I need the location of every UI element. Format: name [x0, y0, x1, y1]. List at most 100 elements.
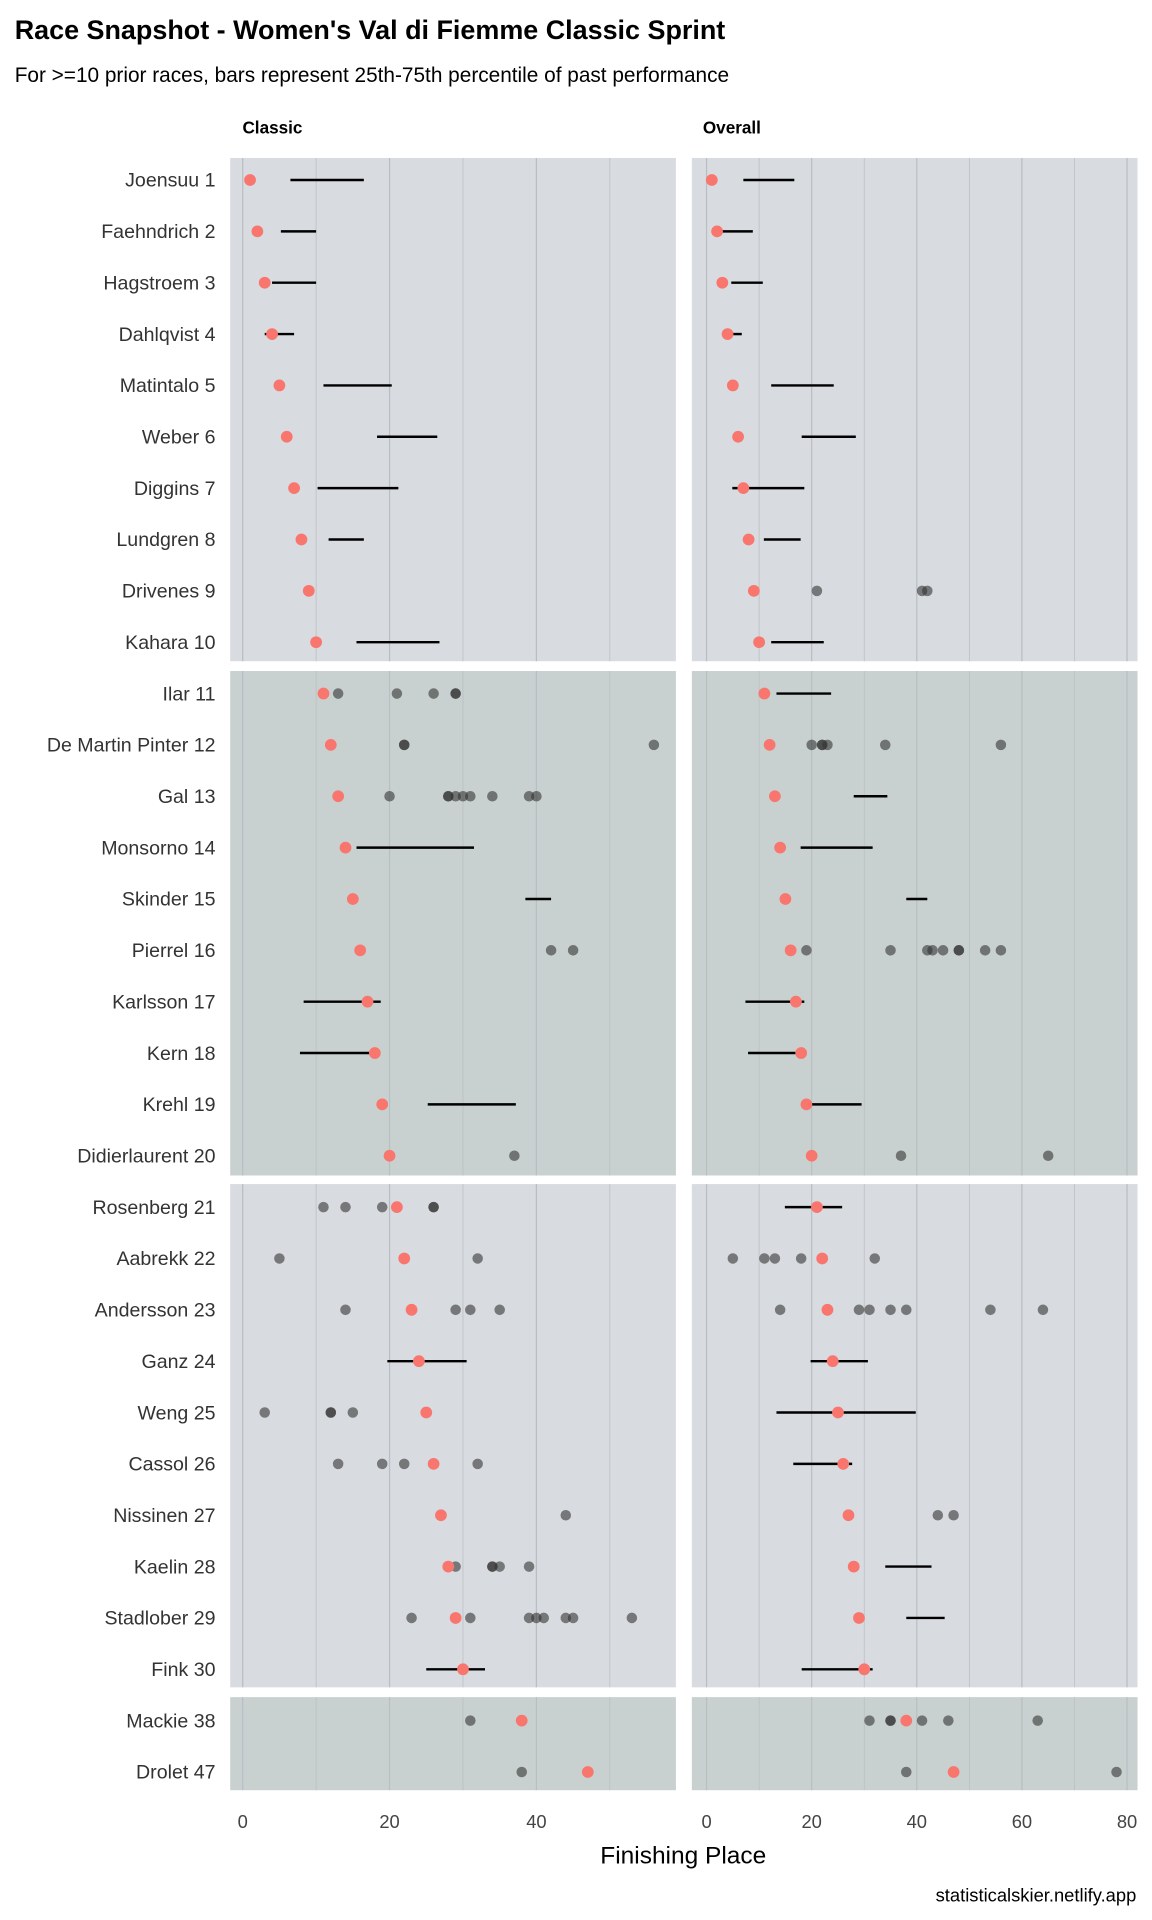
current-place-point [515, 1714, 528, 1727]
current-place-point [790, 995, 802, 1008]
past-result-point [795, 1253, 807, 1264]
past-result-point [531, 790, 542, 802]
past-result-point [494, 1304, 505, 1316]
past-result-point [937, 945, 949, 956]
past-result-point [932, 1509, 944, 1521]
past-result-point [509, 1150, 520, 1162]
past-result-point [398, 739, 410, 751]
panel-background-classic [230, 671, 676, 1176]
current-place-point [310, 636, 322, 649]
past-result-point [465, 790, 476, 802]
athlete-label: Nissinen 27 [113, 1505, 215, 1527]
past-result-point [922, 585, 933, 597]
athlete-label: Ilar 11 [163, 683, 216, 705]
current-place-point [842, 1509, 855, 1522]
past-result-point [450, 688, 461, 699]
past-result-point [769, 1253, 781, 1264]
current-place-point [244, 174, 256, 186]
past-result-point [901, 1766, 912, 1778]
past-result-point [927, 945, 938, 956]
current-place-point [742, 533, 755, 546]
past-result-point [545, 945, 557, 956]
past-result-point [995, 945, 1007, 956]
past-result-point [465, 1612, 476, 1624]
panel-background-overall [691, 157, 1138, 662]
athlete-label: Gal 13 [158, 786, 216, 808]
x-tick-label-overall: 40 [907, 1811, 927, 1832]
past-result-point [472, 1253, 483, 1264]
current-place-point [774, 841, 787, 854]
past-result-point [487, 790, 498, 802]
athlete-label: Diggins 7 [134, 478, 216, 500]
current-place-point [413, 1355, 425, 1368]
current-place-point [581, 1766, 594, 1778]
past-result-point [885, 1304, 896, 1316]
past-result-point [340, 1201, 351, 1213]
past-result-point [465, 1304, 476, 1316]
past-result-point [1037, 1304, 1049, 1316]
current-place-point [442, 1560, 455, 1573]
current-place-point [449, 1612, 462, 1624]
athlete-label: Weng 25 [137, 1402, 215, 1424]
current-place-point [826, 1355, 839, 1368]
athlete-label: Cassol 26 [128, 1454, 215, 1476]
x-tick-label-overall: 60 [1012, 1811, 1032, 1832]
chart-subtitle: For >=10 prior races, bars represent 25t… [15, 64, 729, 87]
past-result-point [318, 1201, 329, 1213]
x-tick-label-classic: 40 [526, 1811, 546, 1832]
past-result-point [895, 1150, 907, 1162]
past-result-point [822, 739, 833, 751]
past-result-point [523, 790, 535, 802]
current-place-point [435, 1509, 447, 1522]
current-place-point [383, 1149, 396, 1162]
past-result-point [398, 1458, 410, 1470]
current-place-point [427, 1458, 440, 1470]
current-place-point [947, 1766, 960, 1778]
past-result-point [443, 790, 454, 802]
current-place-point [295, 533, 308, 546]
chart-title: Race Snapshot - Women's Val di Fiemme Cl… [15, 15, 726, 45]
current-place-point [758, 687, 771, 700]
athlete-label: Drivenes 9 [122, 581, 216, 603]
athlete-label: Mackie 38 [126, 1710, 215, 1732]
past-result-point [391, 688, 403, 699]
past-result-point [325, 1407, 337, 1418]
athlete-label: Lundgren 8 [116, 529, 215, 551]
athlete-label: Dahlqvist 4 [119, 324, 216, 346]
panel-background-classic [230, 157, 676, 662]
current-place-point [858, 1663, 871, 1676]
past-result-point [428, 688, 439, 699]
athlete-label: Faehndrich 2 [101, 221, 215, 243]
past-result-point [995, 739, 1007, 751]
current-place-point [811, 1201, 823, 1213]
past-result-point [901, 1304, 912, 1316]
past-result-point [879, 739, 891, 751]
past-result-point [979, 945, 991, 956]
current-place-point [324, 739, 337, 751]
panel-title-overall: Overall [703, 117, 761, 137]
past-result-point [347, 1407, 359, 1418]
past-result-point [494, 1561, 505, 1572]
current-place-point [332, 790, 345, 803]
athlete-label: Hagstroem 3 [103, 272, 215, 294]
x-tick-label-overall: 20 [801, 1811, 821, 1832]
current-place-point [800, 1098, 813, 1111]
past-result-point [811, 585, 823, 597]
past-result-point [864, 1715, 875, 1726]
current-place-point [302, 584, 315, 597]
athlete-label: Stadlober 29 [104, 1608, 215, 1630]
past-result-point [465, 1715, 476, 1726]
past-result-point [259, 1407, 270, 1418]
current-place-point [280, 430, 293, 443]
current-place-point [251, 225, 264, 238]
current-place-point [853, 1612, 865, 1624]
current-place-point [339, 841, 352, 854]
current-place-point [705, 174, 718, 186]
current-place-point [769, 790, 781, 803]
athlete-label: Karlsson 17 [112, 991, 215, 1013]
past-result-point [560, 1612, 572, 1624]
current-place-point [346, 893, 359, 905]
current-place-point [900, 1714, 913, 1727]
athlete-label: Rosenberg 21 [93, 1197, 216, 1219]
current-place-point [837, 1458, 850, 1470]
